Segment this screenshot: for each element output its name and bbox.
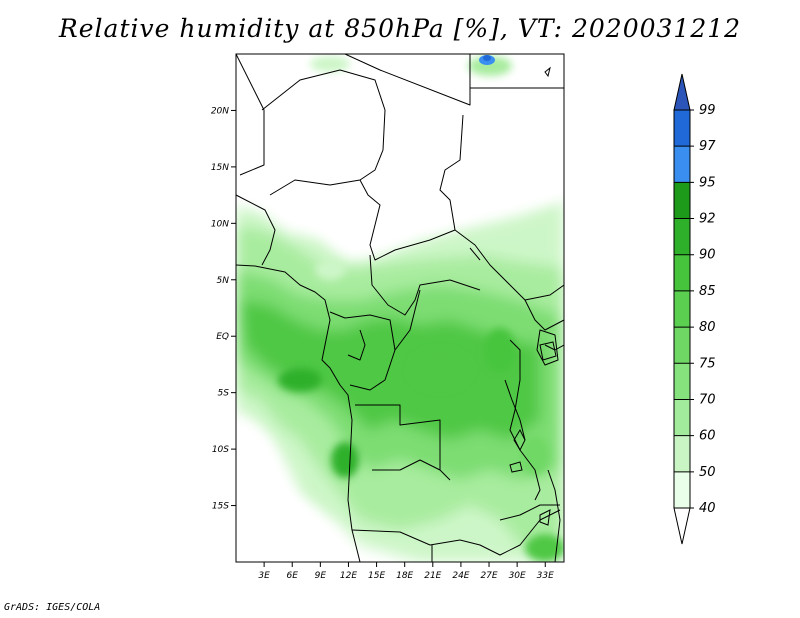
coastline [236,264,361,562]
x-tick-label: 27E [480,571,497,581]
colorbar-label: 60 [699,429,716,444]
colorbar-box [674,110,690,147]
rh-patch [315,260,345,280]
credit-label: GrADS: IGES/COLA [4,602,101,613]
y-tick-label: 15N [211,163,229,173]
colorbar-label: 97 [699,139,716,154]
y-tick-label: 10S [212,445,229,455]
humidity-field [236,54,564,562]
colorbar-box [674,399,690,436]
country-boundaries [236,54,564,562]
rh-patch-99 [483,55,491,61]
colorbar-box [674,218,690,255]
x-tick-label: 21E [424,571,441,581]
rh-patch [521,435,549,475]
map-title: Relative humidity at 850hPa [%], VT: 202… [58,14,742,43]
colorbar-label: 92 [699,212,716,227]
dry-tongue-sw [236,420,350,562]
colorbar-label: 40 [699,501,716,516]
y-tick-label: 5S [218,389,230,399]
y-tick-label: 15S [212,502,229,512]
colorbar-box [674,146,690,183]
plot-frame [235,53,565,563]
dry-north [236,54,564,255]
rh-patch [278,368,322,392]
colorbar-box [674,254,690,291]
x-tick-label: 30E [509,571,526,581]
rh-patch [310,56,350,72]
x-tick-label: 3E [258,571,270,581]
colorbar-box [674,435,690,472]
colorbar-label: 95 [699,175,716,190]
colorbar-label: 80 [699,320,716,335]
colorbar-label: 50 [699,465,716,480]
colorbar-box [674,290,690,328]
y-tick-label: 10N [211,219,229,229]
colorbar-arrow-low [673,507,691,545]
x-tick-label: 6E [287,571,299,581]
rh-patch [468,56,512,76]
colorbar-box [674,363,690,400]
x-tick-label: 15E [368,571,385,581]
x-axis: 3E 6E 9E 12E 15E 18E 21E 24E 27E 30E 33E [258,562,554,581]
colorbar-arrow-high [673,73,691,111]
colorbar-label: 85 [699,284,716,299]
colorbar-box [674,471,690,508]
rh-region-85 [240,300,540,440]
colorbar-label: 75 [699,356,716,371]
colorbar: 40 50 60 70 75 80 85 90 92 95 97 99 [673,73,716,545]
rh-patch [484,328,516,372]
colorbar-box [674,182,690,219]
x-tick-label: 9E [315,571,327,581]
x-tick-label: 33E [537,571,554,581]
colorbar-label: 90 [699,248,716,263]
rh-patch [331,442,359,478]
rh-patch [410,350,470,390]
x-tick-label: 18E [396,571,413,581]
colorbar-label: 70 [699,392,716,407]
y-tick-label: 20N [211,106,229,116]
colorbar-label: 99 [699,103,716,118]
x-tick-label: 12E [340,571,357,581]
y-tick-label: EQ [216,332,229,342]
rh-patch [525,534,564,562]
colorbar-box [674,327,690,364]
y-tick-label: 5N [217,276,230,286]
lakes [509,66,557,526]
x-tick-label: 24E [452,571,469,581]
y-axis: 20N 15N 10N 5N EQ 5S 10S 15S [211,106,236,512]
